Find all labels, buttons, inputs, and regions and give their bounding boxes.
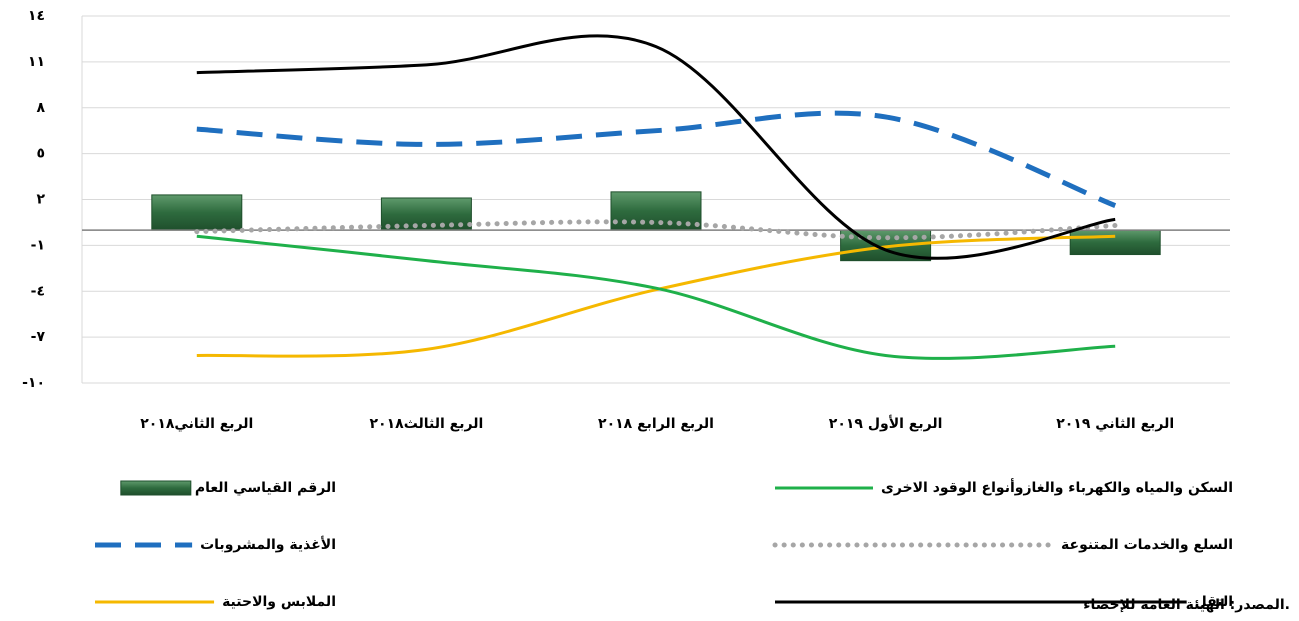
y-tick-label: ٢ [36, 192, 45, 208]
y-tick-label: ١١ [28, 54, 45, 70]
y-tick-label: ١٤ [28, 8, 45, 24]
source: المصدر: الهيئة العامة للإحصاء. [1083, 597, 1290, 613]
x-tick-label: الربع الثاني٢٠١٨ [140, 416, 253, 432]
line [196, 234, 1116, 360]
legend-swatch [120, 480, 192, 496]
x-tick-label: الربع الأول ٢٠١٩ [829, 415, 943, 432]
y-tick-label: -١٠ [22, 375, 45, 391]
y-tick-label: -٤ [31, 283, 45, 299]
line [196, 110, 1117, 208]
x-tick-label: الربع الثاني ٢٠١٩ [1056, 416, 1174, 432]
y-tick-label: -١ [31, 237, 45, 253]
x-tick-label: الربع الثالث٢٠١٨ [370, 416, 484, 432]
legend-label: الملابس والاحتية [222, 594, 336, 610]
y-tick-label: ٥ [36, 146, 45, 162]
bar [1069, 229, 1161, 256]
legend-label: السلع والخدمات المتنوعة [1061, 537, 1233, 553]
legend-label: النقل [1195, 594, 1233, 610]
line [196, 34, 1116, 260]
y-tick-label: ٨ [36, 100, 45, 116]
bar [151, 194, 243, 231]
x-tick-label: الربع الرابع ٢٠١٨ [598, 416, 714, 432]
legend-label: الأغذية والمشروبات [200, 536, 336, 553]
legend-label: الرقم القياسي العام [195, 480, 336, 496]
legend-label: السكن والمياه والكهرباء والغازوأنواع الو… [881, 478, 1233, 496]
y-tick-label: -٧ [31, 329, 46, 345]
